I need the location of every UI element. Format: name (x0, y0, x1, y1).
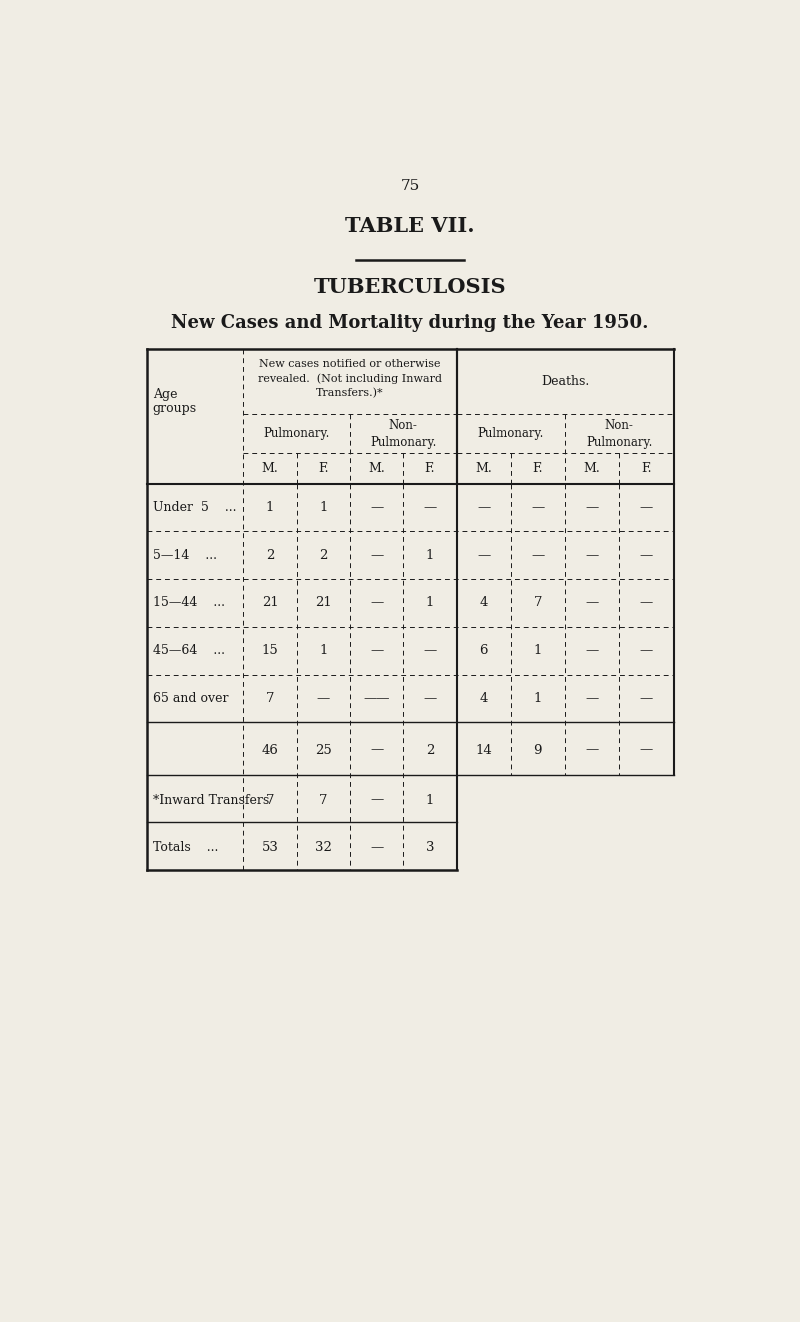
Text: —: — (370, 596, 383, 609)
Text: —: — (586, 549, 598, 562)
Text: —: — (640, 549, 653, 562)
Text: 7: 7 (266, 793, 274, 806)
Text: 1: 1 (534, 691, 542, 705)
Text: TUBERCULOSIS: TUBERCULOSIS (314, 278, 506, 297)
Text: —: — (640, 596, 653, 609)
Text: —: — (640, 644, 653, 657)
Text: 14: 14 (475, 743, 492, 756)
Text: 5—14    ...: 5—14 ... (153, 549, 217, 562)
Text: New cases notified or otherwise
revealed.  (Not including Inward
Transfers.)*: New cases notified or otherwise revealed… (258, 358, 442, 398)
Text: 46: 46 (262, 743, 278, 756)
Text: 21: 21 (315, 596, 332, 609)
Text: 9: 9 (534, 743, 542, 756)
Text: Non-
Pulmonary.: Non- Pulmonary. (370, 419, 437, 448)
Text: 4: 4 (479, 691, 488, 705)
Text: 15: 15 (262, 644, 278, 657)
Text: ——: —— (363, 691, 390, 705)
Text: 2: 2 (266, 549, 274, 562)
Text: 21: 21 (262, 596, 278, 609)
Text: —: — (423, 691, 437, 705)
Text: —: — (370, 841, 383, 854)
Text: Totals    ...: Totals ... (153, 841, 218, 854)
Text: —: — (586, 596, 598, 609)
Text: M.: M. (368, 461, 385, 475)
Text: 7: 7 (534, 596, 542, 609)
Text: 1: 1 (534, 644, 542, 657)
Text: 65 and over: 65 and over (153, 691, 228, 705)
Text: 45—64    ...: 45—64 ... (153, 644, 225, 657)
Text: —: — (423, 644, 437, 657)
Text: 53: 53 (262, 841, 278, 854)
Text: 15—44    ...: 15—44 ... (153, 596, 225, 609)
Text: F.: F. (425, 461, 435, 475)
Text: 2: 2 (426, 743, 434, 756)
Text: Under  5    ...: Under 5 ... (153, 501, 236, 514)
Text: 32: 32 (315, 841, 332, 854)
Text: 7: 7 (319, 793, 327, 806)
Text: —: — (586, 644, 598, 657)
Text: 1: 1 (426, 793, 434, 806)
Text: F.: F. (533, 461, 543, 475)
Text: 1: 1 (266, 501, 274, 514)
Text: 75: 75 (400, 180, 420, 193)
Text: Pulmonary.: Pulmonary. (478, 427, 544, 440)
Text: —: — (317, 691, 330, 705)
Text: M.: M. (262, 461, 278, 475)
Text: —: — (586, 743, 598, 756)
Text: —: — (370, 501, 383, 514)
Text: —: — (640, 691, 653, 705)
Text: Pulmonary.: Pulmonary. (263, 427, 330, 440)
Text: 1: 1 (319, 501, 327, 514)
Text: —: — (531, 501, 545, 514)
Text: 6: 6 (479, 644, 488, 657)
Text: 2: 2 (319, 549, 327, 562)
Text: F.: F. (641, 461, 652, 475)
Text: —: — (370, 644, 383, 657)
Text: 1: 1 (426, 596, 434, 609)
Text: 3: 3 (426, 841, 434, 854)
Text: —: — (370, 549, 383, 562)
Text: 7: 7 (266, 691, 274, 705)
Text: —: — (370, 793, 383, 806)
Text: 4: 4 (479, 596, 488, 609)
Text: Age: Age (153, 389, 178, 401)
Text: —: — (477, 549, 490, 562)
Text: Deaths.: Deaths. (541, 375, 589, 389)
Text: M.: M. (584, 461, 601, 475)
Text: Non-
Pulmonary.: Non- Pulmonary. (586, 419, 653, 448)
Text: TABLE VII.: TABLE VII. (345, 215, 475, 235)
Text: —: — (586, 691, 598, 705)
Text: —: — (370, 743, 383, 756)
Text: F.: F. (318, 461, 329, 475)
Text: 1: 1 (426, 549, 434, 562)
Text: —: — (423, 501, 437, 514)
Text: —: — (640, 743, 653, 756)
Text: M.: M. (475, 461, 492, 475)
Text: groups: groups (153, 402, 197, 415)
Text: *Inward Transfers: *Inward Transfers (153, 793, 269, 806)
Text: —: — (640, 501, 653, 514)
Text: 1: 1 (319, 644, 327, 657)
Text: New Cases and Mortality during the Year 1950.: New Cases and Mortality during the Year … (171, 315, 649, 332)
Text: 25: 25 (315, 743, 332, 756)
Text: —: — (477, 501, 490, 514)
Text: —: — (586, 501, 598, 514)
Text: —: — (531, 549, 545, 562)
